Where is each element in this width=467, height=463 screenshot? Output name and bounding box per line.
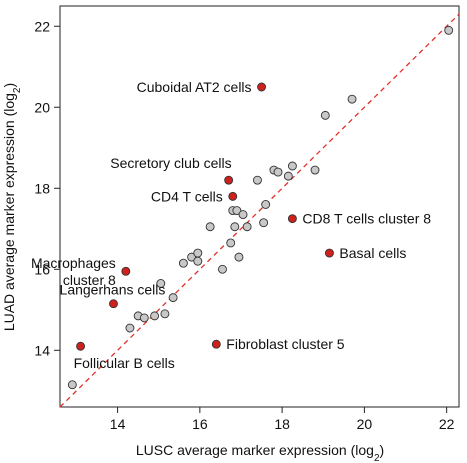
- highlighted-data-point: [257, 82, 267, 92]
- gray-data-point: [287, 161, 297, 171]
- gray-data-point: [310, 165, 320, 175]
- gray-data-point: [347, 94, 357, 104]
- gray-data-point: [230, 222, 240, 232]
- gray-data-point: [234, 252, 244, 262]
- highlighted-data-point: [211, 339, 221, 349]
- gray-data-point: [156, 279, 166, 288]
- highlighted-data-point: [287, 214, 297, 224]
- gray-data-point: [193, 256, 203, 266]
- x-tick-label: 14: [110, 416, 126, 432]
- gray-data-point: [178, 258, 188, 268]
- gray-data-point: [67, 380, 77, 390]
- point-label: Fibroblast cluster 5: [226, 336, 344, 352]
- point-label: Cuboidal AT2 cells: [137, 79, 252, 95]
- x-tick-label: 20: [357, 416, 373, 432]
- gray-data-point: [218, 264, 227, 274]
- highlighted-data-point: [109, 299, 118, 309]
- gray-data-point: [238, 210, 248, 220]
- gray-data-point: [273, 167, 283, 177]
- gray-data-point: [205, 222, 215, 232]
- point-label: Macrophages: [31, 255, 116, 271]
- gray-data-point: [139, 313, 149, 323]
- gray-data-point: [242, 222, 252, 232]
- point-label: Langerhans cells: [60, 282, 166, 298]
- gray-data-point: [193, 248, 203, 258]
- gray-data-point: [150, 311, 160, 321]
- highlighted-data-point: [121, 266, 131, 276]
- point-labels: Cuboidal AT2 cells Secretory club cells CD…: [31, 79, 431, 371]
- y-tick-label: 20: [34, 99, 50, 115]
- gray-data-point: [283, 171, 293, 181]
- x-axis-title: LUSC average marker expression (log2): [136, 442, 384, 463]
- gray-data-point: [320, 110, 330, 120]
- highlighted-data-point: [76, 341, 86, 351]
- gray-data-point: [160, 309, 170, 319]
- highlighted-data-point: [324, 248, 334, 258]
- y-tick-label: 22: [34, 18, 50, 34]
- point-label: CD8 T cells cluster 8: [302, 211, 431, 227]
- identity-reference-line: [59, 13, 460, 408]
- gray-data-point: [259, 218, 269, 228]
- axis-ticks: 14 16 18 20 22 14 16 18 20 22: [34, 18, 454, 432]
- y-tick-label: 18: [34, 180, 50, 196]
- point-label: Secretory club cells: [110, 155, 231, 171]
- gray-data-point: [261, 200, 271, 209]
- plot-area-frame: [59, 5, 460, 408]
- highlighted-data-point: [224, 175, 234, 185]
- y-axis-title: LUAD average marker expression (log2): [1, 83, 23, 331]
- gray-data-point: [226, 238, 236, 248]
- data-points: [67, 25, 454, 390]
- gray-data-point: [252, 175, 262, 185]
- highlighted-data-point: [228, 191, 238, 201]
- gray-data-point: [168, 293, 178, 303]
- gray-data-point: [187, 252, 197, 262]
- x-tick-label: 16: [192, 416, 208, 432]
- point-label: CD4 T cells: [151, 188, 223, 204]
- reference-line-group: [59, 13, 460, 408]
- x-tick-label: 22: [439, 416, 455, 432]
- x-tick-label: 18: [274, 416, 290, 432]
- point-label: Basal cells: [339, 245, 406, 261]
- y-tick-label: 14: [34, 342, 50, 358]
- point-label: Follicular B cells: [74, 355, 175, 371]
- point-label: cluster 8: [63, 272, 116, 288]
- gray-data-point: [232, 206, 242, 216]
- gray-data-point: [444, 25, 454, 35]
- gray-data-point: [125, 323, 135, 333]
- y-tick-label: 16: [34, 261, 50, 277]
